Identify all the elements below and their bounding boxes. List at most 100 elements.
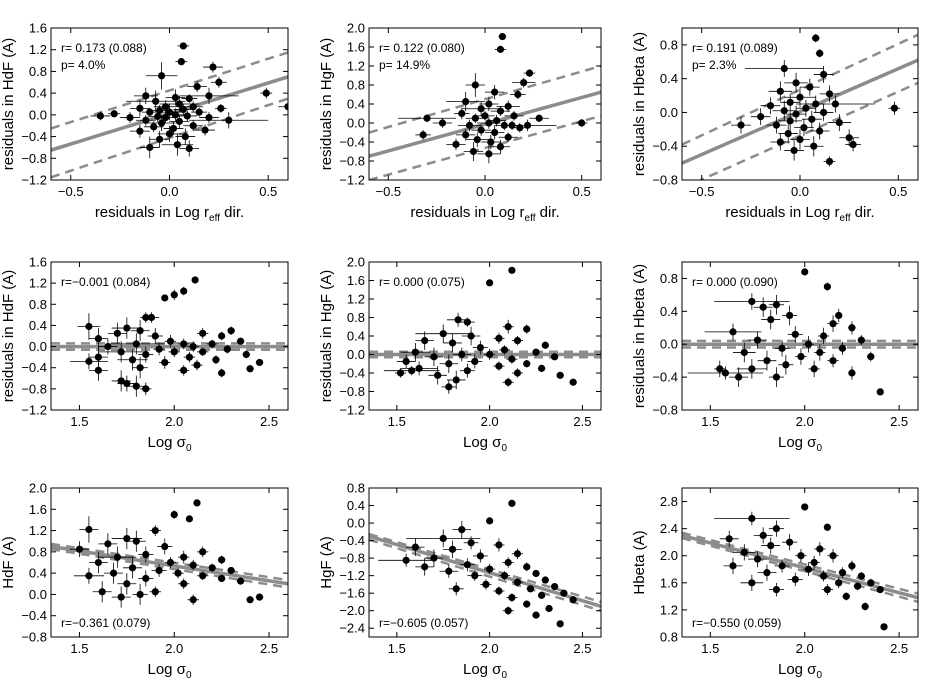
data-point (255, 358, 264, 367)
data-point (463, 536, 479, 550)
marker (170, 291, 178, 299)
marker (481, 112, 489, 120)
data-point (98, 341, 144, 363)
confidence-band-upper (682, 531, 918, 595)
y-tick-label: −1.2 (339, 568, 365, 583)
marker (556, 371, 564, 379)
data-point (748, 331, 767, 349)
stat-annotation: p= 14.9% (379, 58, 430, 72)
marker (812, 34, 820, 42)
data-point (161, 133, 194, 156)
data-point (757, 350, 777, 371)
y-tick-label: 0.0 (347, 347, 365, 362)
y-tick-label: −0.4 (339, 135, 365, 150)
marker (806, 83, 814, 91)
data-point (172, 567, 184, 579)
data-point (823, 282, 831, 291)
data-point (151, 564, 167, 577)
marker (136, 590, 144, 599)
marker (495, 362, 503, 370)
data-point (827, 354, 839, 368)
marker (513, 337, 522, 345)
marker (123, 580, 131, 588)
y-tick-label: −0.8 (21, 381, 47, 396)
y-tick-label: −1.6 (339, 586, 365, 601)
marker (467, 332, 475, 340)
y-tick-label: 2.4 (660, 521, 678, 536)
marker (123, 324, 131, 332)
data-point (111, 317, 143, 339)
confidence-band-upper (682, 33, 918, 146)
data-point (490, 139, 511, 154)
marker (85, 525, 93, 534)
y-tick-label: 0.8 (660, 271, 678, 286)
marker (786, 98, 794, 106)
marker (156, 135, 164, 143)
data-point (867, 351, 875, 362)
marker (532, 348, 540, 356)
marker (876, 388, 884, 396)
marker (161, 542, 169, 551)
marker (104, 540, 112, 548)
marker (439, 330, 447, 338)
y-tick-label: 1.2 (347, 292, 365, 307)
data-point (465, 73, 485, 97)
data-point (463, 142, 484, 161)
marker (445, 567, 453, 575)
data-point (181, 94, 198, 103)
x-axis-label: Log σ0 (147, 661, 191, 681)
data-point (465, 132, 489, 147)
data-point (457, 119, 482, 132)
data-point (511, 368, 524, 378)
data-point (784, 72, 808, 94)
marker (199, 348, 207, 356)
y-tick-label: −1.2 (21, 403, 47, 418)
stat-annotation: r= 0.000 (0.075) (379, 275, 465, 289)
data-point (817, 570, 830, 582)
marker (504, 323, 512, 331)
marker (161, 113, 170, 122)
data-point (801, 268, 809, 276)
marker (218, 574, 226, 583)
marker (448, 339, 457, 347)
marker (181, 132, 189, 141)
marker (804, 340, 813, 348)
marker (486, 350, 494, 359)
data-point (857, 335, 866, 346)
marker (816, 545, 824, 553)
data-point (98, 546, 137, 568)
marker (792, 79, 800, 87)
data-point (508, 266, 516, 274)
y-tick-label: 1.6 (29, 502, 47, 517)
marker (98, 588, 106, 596)
data-point (575, 119, 588, 127)
data-point (107, 333, 165, 355)
data-point (861, 602, 869, 611)
marker (523, 325, 531, 333)
marker (491, 128, 499, 137)
data-point (441, 379, 457, 394)
marker (816, 49, 824, 57)
y-tick-label: 0.4 (660, 71, 678, 86)
marker (545, 604, 553, 613)
data-point (208, 563, 216, 573)
marker (227, 566, 235, 575)
data-point (394, 368, 407, 378)
data-point (498, 32, 507, 41)
y-tick-label: 0.4 (29, 566, 47, 581)
marker (438, 119, 447, 127)
marker (473, 136, 481, 144)
y-tick-label: −0.4 (339, 533, 365, 548)
marker (867, 579, 875, 587)
data-point (736, 359, 767, 379)
marker (402, 357, 410, 366)
marker (434, 371, 442, 379)
marker (569, 378, 577, 386)
plot-area (51, 276, 288, 397)
marker (740, 548, 748, 556)
panel-p13: −0.5 0.0 0.5 −0.8 −0.4 0.0 0.4 0.8 residuals in … (631, 27, 919, 224)
marker (786, 538, 794, 546)
marker (804, 565, 813, 573)
data-point (126, 530, 146, 552)
data-point (493, 586, 505, 596)
